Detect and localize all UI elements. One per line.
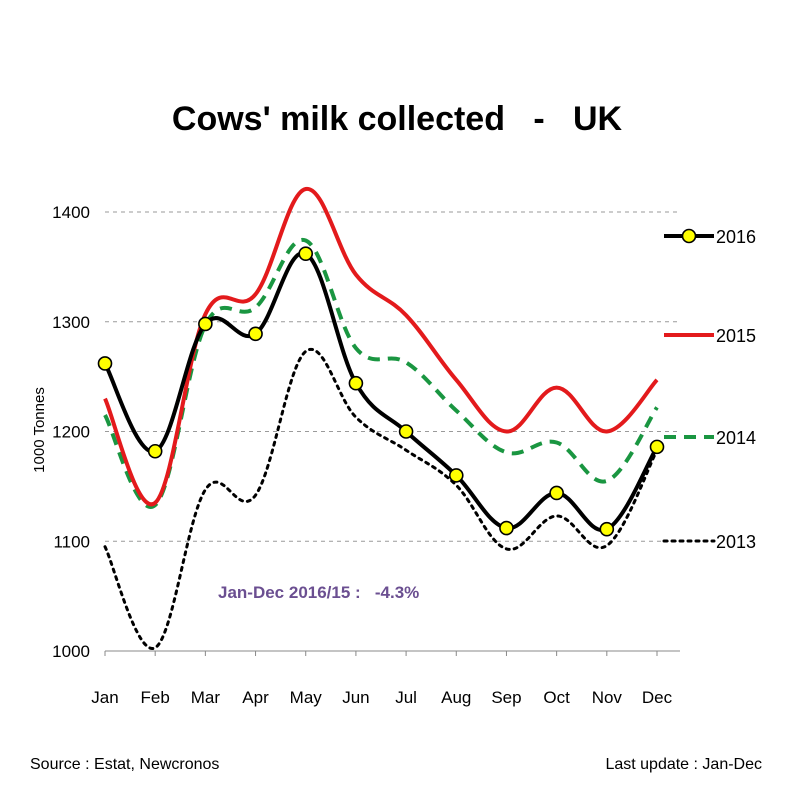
x-tick-label: Feb — [141, 688, 170, 707]
legend-marker-2016 — [681, 228, 697, 244]
y-tick-label: 1300 — [52, 313, 90, 332]
legend-item-2013: 2013 — [662, 532, 756, 552]
source-note: Source : Estat, Newcronos — [30, 756, 219, 773]
point-2016-apr — [248, 326, 263, 342]
x-tick-label: Jul — [395, 688, 417, 707]
point-2016-jul — [398, 424, 414, 439]
y-axis-ticks: 1000 1100 1200 1300 1400 — [52, 203, 90, 661]
y-tick-label: 1200 — [52, 423, 90, 442]
series-line-2015 — [103, 187, 659, 507]
x-tick-label: Mar — [191, 688, 221, 707]
series-markers — [97, 246, 665, 537]
x-tick-label: Jun — [342, 688, 369, 707]
legend-label-2016: 2016 — [716, 227, 756, 247]
point-2016-may — [298, 246, 314, 262]
y-axis-label: 1000 Tonnes — [31, 387, 48, 473]
point-2016-jan — [97, 356, 113, 371]
x-tick-label: Sep — [491, 688, 521, 707]
yoy-annotation: Jan-Dec 2016/15 : -4.3% — [218, 583, 419, 602]
legend: 2016 2015 2014 2013 — [662, 227, 756, 552]
x-tick-label: Oct — [543, 688, 570, 707]
y-tick-label: 1000 — [52, 642, 90, 661]
y-tick-label: 1400 — [52, 203, 90, 222]
series-lines — [103, 187, 659, 650]
legend-label-2015: 2015 — [716, 326, 756, 346]
legend-label-2013: 2013 — [716, 532, 756, 552]
point-2016-aug — [448, 468, 464, 483]
legend-item-2015: 2015 — [664, 326, 756, 346]
x-tick-label: Nov — [592, 688, 623, 707]
x-tick-label: Jan — [91, 688, 118, 707]
point-2016-mar — [198, 316, 213, 332]
point-2016-nov — [599, 521, 615, 537]
legend-item-2014: 2014 — [664, 428, 756, 448]
point-2016-jun — [348, 375, 364, 391]
point-2016-feb — [147, 443, 163, 459]
point-2016-dec — [649, 439, 665, 455]
x-tick-label: Aug — [441, 688, 471, 707]
point-2016-sep — [499, 520, 514, 536]
x-tick-label: Dec — [642, 688, 673, 707]
gridlines — [105, 211, 680, 652]
series-line-2013 — [103, 347, 659, 650]
x-axis-ticks: Jan Feb Mar Apr May Jun Jul Aug Sep Oct Nov Dec — [91, 651, 673, 707]
legend-item-2016: 2016 — [664, 227, 756, 247]
legend-label-2014: 2014 — [716, 428, 756, 448]
chart-title: Cows' milk collected - UK — [172, 100, 623, 138]
x-tick-label: May — [290, 688, 323, 707]
x-tick-label: Apr — [242, 688, 269, 707]
y-tick-label: 1100 — [53, 532, 90, 551]
last-update-note: Last update : Jan-Dec — [605, 756, 762, 773]
point-2016-oct — [549, 485, 564, 501]
